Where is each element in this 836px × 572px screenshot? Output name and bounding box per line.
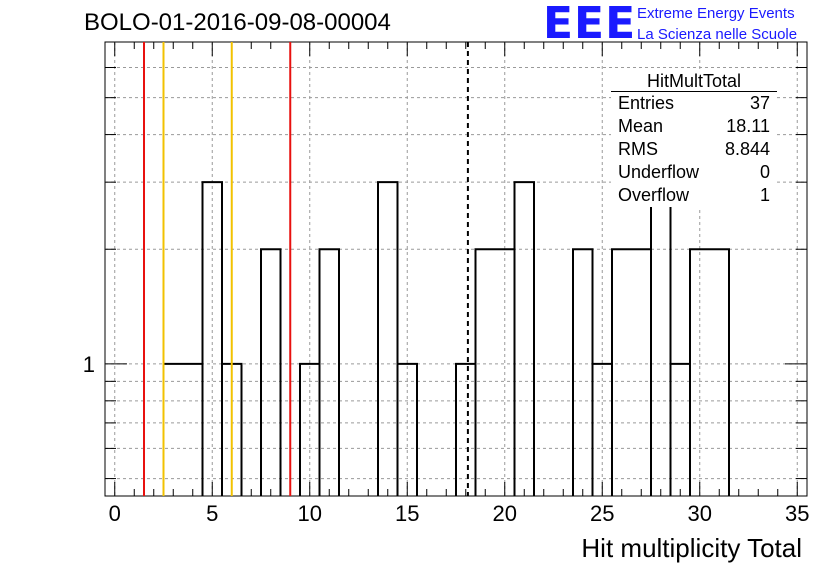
stats-label: Entries bbox=[618, 93, 675, 113]
stats-row-rms: RMS 8.844 bbox=[611, 138, 777, 161]
histogram-bin bbox=[474, 248, 516, 496]
histogram-bin bbox=[572, 248, 594, 496]
histogram-bin bbox=[455, 362, 477, 496]
x-tick-label: 20 bbox=[493, 501, 517, 526]
stats-row-entries: Entries 37 bbox=[611, 92, 777, 115]
y-tick-label: 1 bbox=[83, 352, 95, 377]
stats-row-overflow: Overflow 1 bbox=[611, 184, 777, 207]
stats-value: 37 bbox=[749, 93, 770, 113]
histogram-bin bbox=[318, 248, 340, 496]
histogram-bin bbox=[669, 362, 691, 496]
histogram-bin bbox=[201, 181, 223, 496]
histogram-bin bbox=[689, 248, 730, 496]
histogram-bin bbox=[260, 248, 282, 496]
x-tick-label: 35 bbox=[785, 501, 809, 526]
x-axis-label: Hit multiplicity Total bbox=[581, 533, 802, 563]
histogram-bin bbox=[513, 181, 535, 496]
x-tick-label: 5 bbox=[206, 501, 218, 526]
histogram-bin bbox=[162, 362, 204, 496]
histogram-bin bbox=[611, 248, 652, 496]
stats-label: RMS bbox=[618, 139, 658, 159]
histogram-bin bbox=[650, 181, 672, 496]
stats-row-mean: Mean 18.11 bbox=[611, 115, 777, 138]
stats-value: 1 bbox=[759, 185, 770, 205]
stats-box: HitMultTotal Entries 37 Mean 18.11 RMS 8… bbox=[611, 71, 777, 207]
stats-value: 0 bbox=[759, 162, 770, 182]
stats-label: Mean bbox=[618, 116, 664, 136]
x-tick-label: 10 bbox=[298, 501, 322, 526]
logo-line-2: La Scienza nelle Scuole bbox=[637, 26, 798, 43]
x-tick-label: 0 bbox=[109, 501, 121, 526]
chart-title: BOLO-01-2016-09-08-00004 bbox=[84, 9, 391, 36]
x-tick-label: 25 bbox=[590, 501, 614, 526]
stats-label: Overflow bbox=[618, 185, 690, 205]
stats-row-underflow: Underflow 0 bbox=[611, 161, 777, 184]
stats-label: Underflow bbox=[618, 162, 700, 182]
eee-logo-mark: EEE bbox=[543, 0, 637, 49]
x-tick-label: 30 bbox=[688, 501, 712, 526]
histogram-bin bbox=[396, 362, 418, 496]
stats-title: HitMultTotal bbox=[611, 71, 777, 92]
stats-value: 8.844 bbox=[724, 139, 770, 159]
histogram-bin bbox=[377, 181, 399, 496]
logo-line-1: Extreme Energy Events bbox=[637, 5, 795, 22]
x-tick-label: 15 bbox=[395, 501, 419, 526]
stats-value: 18.11 bbox=[726, 116, 770, 136]
